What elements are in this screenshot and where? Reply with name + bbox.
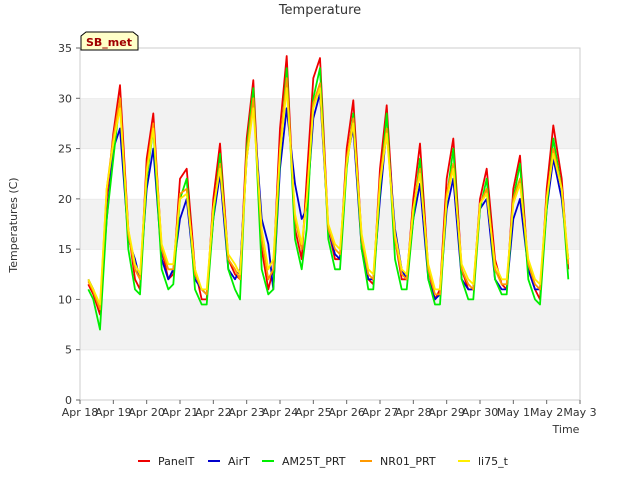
x-tick-label: Apr 24 [262,406,299,419]
x-tick-label: May 1 [497,406,530,419]
x-tick-label: Apr 25 [295,406,332,419]
grid-band [80,198,580,250]
y-tick-label: 15 [58,243,72,256]
legend-label: NR01_PRT [380,455,436,468]
x-tick-label: May 3 [563,406,596,419]
y-axis-label: Temperatures (C) [7,177,20,273]
grid-band [80,249,580,300]
grid-band [80,48,580,99]
x-tick-label: Apr 22 [195,406,232,419]
badge-background [80,31,139,51]
legend-label: AM25T_PRT [282,455,346,468]
y-ticks: 0 5 10 15 20 25 30 35 [58,42,80,407]
x-tick-label: May 2 [530,406,563,419]
y-tick-label: 30 [58,92,72,105]
x-tick-label: Apr 26 [328,406,365,419]
x-tick-label: Apr 19 [95,406,132,419]
series-line-nr01-prt [87,77,570,311]
badge-label: SB_met [86,36,132,49]
x-tick-label: Apr 30 [462,406,499,419]
x-tick-label: Apr 29 [428,406,465,419]
legend-label: AirT [228,455,250,468]
series-line-am25t-prt [87,67,570,331]
y-tick-label: 5 [65,344,72,357]
plot-frame [79,47,581,401]
station-badge: SB_met [80,31,139,51]
y-tick-label: 20 [58,193,72,206]
grid-band [80,349,580,400]
x-tick-label: Apr 28 [395,406,432,419]
x-tick-label: Apr 18 [62,406,99,419]
x-tick-label: Apr 20 [128,406,165,419]
y-tick-label: 0 [65,394,72,407]
y-tick-label: 35 [58,42,72,55]
series-line-li75-t [87,87,570,306]
legend: PanelT AirT AM25T_PRT NR01_PRT li75_t [138,455,509,468]
x-tick-label: Apr 27 [362,406,399,419]
legend-label: PanelT [158,455,195,468]
plot-border [79,47,581,401]
grid-band [80,98,580,149]
grid-band [80,299,580,350]
grid-bands [80,47,580,400]
legend-label: li75_t [478,455,509,468]
x-axis-label: Time [552,423,580,436]
chart-title: Temperature [278,3,361,18]
y-tick-label: 25 [58,143,72,156]
grid-band [80,148,580,199]
y-tick-label: 10 [58,293,72,306]
series-layer [87,55,570,331]
x-tick-label: Apr 21 [162,406,199,419]
x-tick-label: Apr 23 [228,406,265,419]
